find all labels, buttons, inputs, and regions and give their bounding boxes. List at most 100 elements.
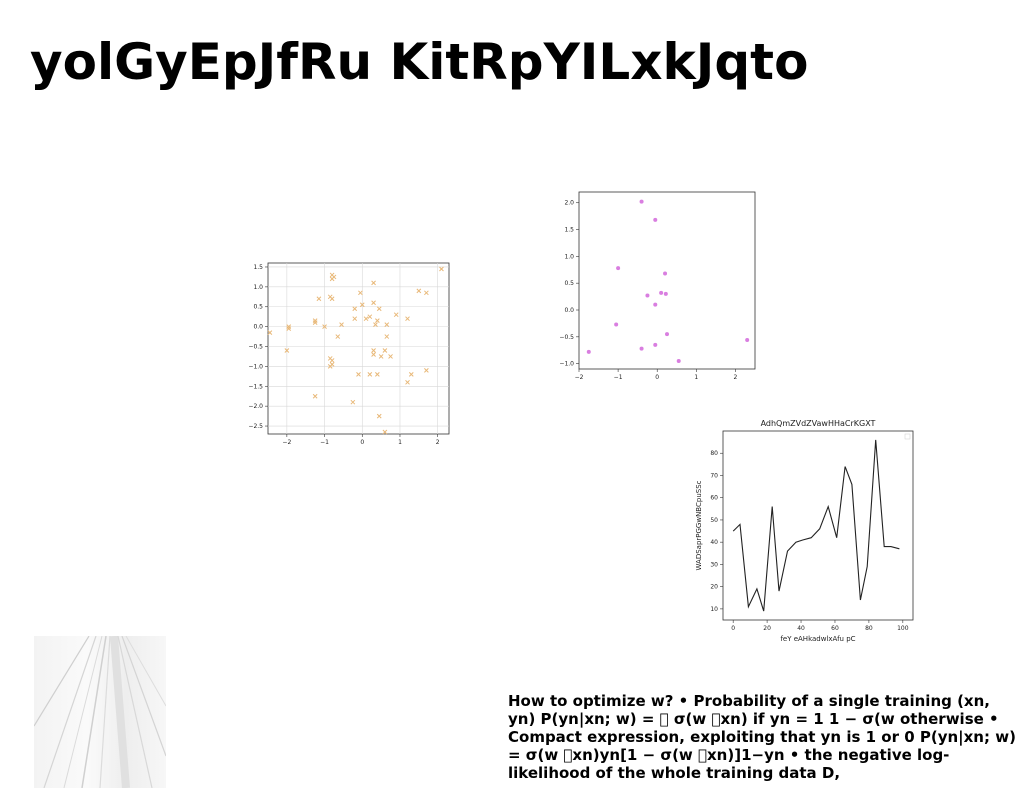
data-point [371,348,376,353]
data-point [376,306,382,312]
x-tick-label: 100 [897,625,909,632]
data-point [405,379,410,385]
data-point [416,288,422,294]
y-tick-label: 1.5 [564,227,574,234]
y-tick-label: −1.0 [559,361,574,368]
line-chart: 0 20 40 60 80 100 80 70 60 50 40 30 20 10 AdhQmZVdZVaw… [695,416,920,646]
y-tick-label: 0.5 [564,280,574,287]
x-tick-label: 1 [694,374,698,381]
y-tick-label: 60 [710,495,718,502]
y-tick-label: −1.0 [248,363,263,370]
x-tick-label: 1 [398,439,402,446]
series-line [732,439,900,612]
data-point [267,330,273,335]
y-tick-label: 30 [710,561,718,568]
data-point [329,296,335,302]
data-point [376,413,382,419]
y-tick-label: −0.5 [248,344,263,351]
data-point [329,276,335,282]
data-point [375,371,380,377]
data-point [614,322,619,327]
data-point [371,300,376,306]
data-point [405,316,410,322]
y-tick-label: 80 [710,450,718,457]
data-point [384,334,390,339]
x-tick-label: 60 [831,625,839,632]
x-tick-label: −1 [614,374,623,381]
data-point [371,352,376,357]
y-tick-label: 1.0 [253,284,263,291]
data-point [439,266,444,272]
data-point [384,322,390,327]
scatter-chart-pink-svg: −2 −1 0 1 2 2.0 1.5 1.0 0.5 0.0 −0.5 −1.0 [559,191,756,381]
data-point [378,354,384,359]
x-tick-label: 0 [731,625,735,632]
data-point [359,302,365,308]
data-point [367,314,373,320]
data-point [327,364,333,369]
data-point [424,290,429,296]
x-axis-label: feY eAHkadwlxAfu pC [780,635,855,643]
y-tick-label: 0.5 [253,304,263,311]
data-point [367,371,373,377]
x-tick-label: 20 [763,625,771,632]
data-point [645,293,650,298]
line-chart-svg: 0 20 40 60 80 100 80 70 60 50 40 30 20 10 AdhQmZVdZVaw… [695,419,914,643]
y-tick-label: −2.5 [248,423,263,430]
y-tick-label: 50 [710,517,718,524]
data-point [676,358,681,363]
data-point [745,338,750,343]
y-tick-label: 0.0 [253,324,263,331]
y-tick-label: 2.0 [564,200,574,207]
y-tick-label: −1.5 [248,383,263,390]
data-point [339,322,344,327]
data-point [388,354,393,359]
data-point [358,290,363,296]
chart-title: AdhQmZVdZVawHHaCrKGXT [761,419,876,428]
data-point [639,346,644,351]
x-tick-label: 0 [360,439,364,446]
data-point [382,429,388,435]
data-point [616,266,621,271]
x-tick-label: 2 [436,439,440,446]
data-point [286,326,292,331]
x-tick-label: −2 [575,374,584,381]
data-point [663,291,668,296]
decorative-photo [34,636,166,788]
data-point [352,316,358,322]
data-point [350,399,356,405]
data-point [393,312,399,318]
x-tick-label: −2 [282,439,291,446]
data-point [363,316,369,322]
data-point [316,296,322,302]
y-tick-label: −2.0 [248,403,263,410]
data-point [639,199,644,204]
data-point [312,393,318,399]
plot-frame [578,191,756,370]
data-point [312,318,318,324]
scatter-chart-orange: −2 −1 0 1 2 1.5 1.0 0.5 0.0 −0.5 −1.0 −1.5 −2.0 −2.5 [234,258,456,448]
data-point [653,302,658,307]
data-point [329,358,335,363]
data-point [659,290,664,295]
y-axis-label: WADSaprPGGwNBCpuSSc [695,480,703,570]
x-tick-label: −1 [320,439,329,446]
data-point [424,368,429,373]
y-tick-label: 70 [710,472,718,479]
y-tick-label: −0.5 [559,334,574,341]
data-point [352,306,358,312]
legend-box [904,433,911,440]
data-point [284,348,290,353]
y-tick-label: 1.5 [253,264,263,271]
data-point [665,332,669,337]
y-tick-label: 10 [710,606,718,613]
page-title: yolGyEpJfRu KitRpYILxkJqto [30,33,809,91]
data-point [653,217,658,222]
body-text: How to optimize w? • Probability of a si… [508,692,1016,782]
y-tick-label: 0.0 [564,307,574,314]
data-point [653,342,658,347]
y-tick-label: 20 [710,584,718,591]
plot-frame [722,430,914,621]
data-point [373,322,378,327]
data-point [335,334,341,339]
